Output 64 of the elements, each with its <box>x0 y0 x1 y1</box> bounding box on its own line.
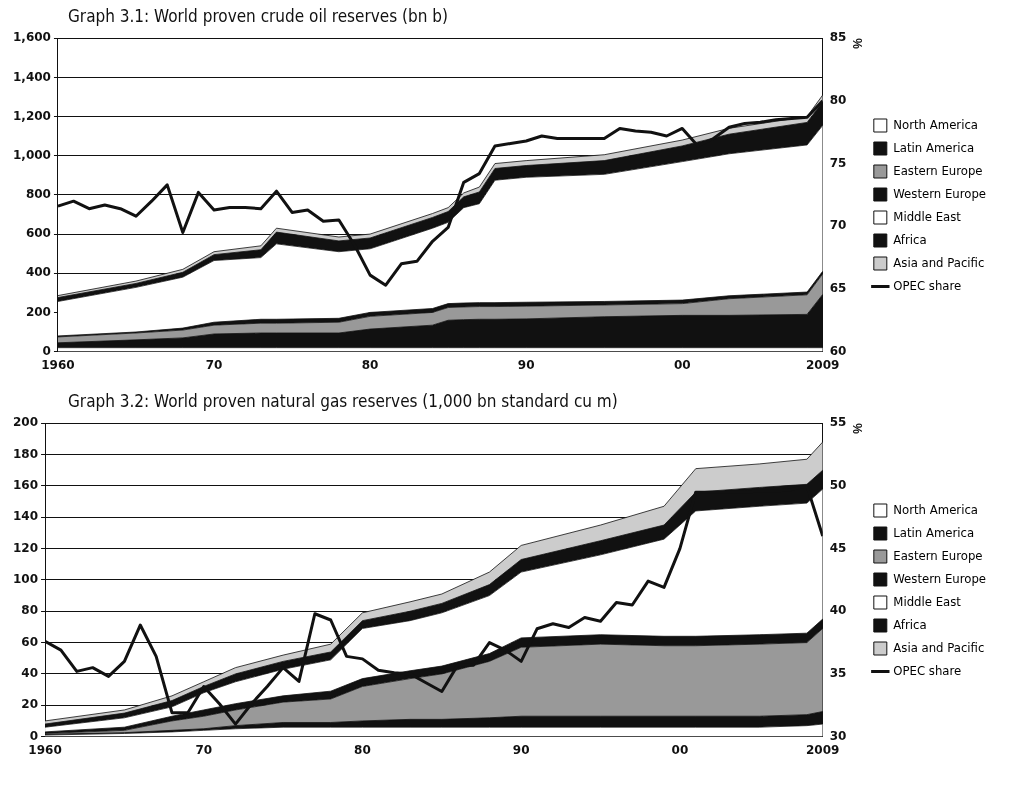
legend-label: North America <box>893 501 978 517</box>
y2-tick-label: 60 <box>829 343 847 358</box>
y2-tick-label: 55 <box>829 415 847 430</box>
y2-tick-label: 65 <box>829 281 847 296</box>
legend-label: Asia and Pacific <box>893 254 985 270</box>
chart-title: Graph 3.2: World proven natural gas reserves (1,000 bn standard cu m) <box>68 391 618 411</box>
legend-label: Eastern Europe <box>893 547 983 563</box>
y2-tick-label: 80 <box>829 93 847 107</box>
y-tick-label: 600 <box>25 226 51 241</box>
chart-title: Graph 3.1: World proven crude oil reserves (bn b) <box>68 6 448 26</box>
legend-label: Middle East <box>893 208 962 224</box>
y-tick-label: 140 <box>12 509 39 524</box>
y-tick-label: 100 <box>12 572 39 587</box>
legend-label: Asia and Pacific <box>893 639 985 655</box>
legend-label: Africa <box>893 616 927 632</box>
y-tick-label: 1,400 <box>12 69 51 84</box>
y-tick-label: 160 <box>12 478 39 493</box>
y2-tick-label: 30 <box>829 728 847 743</box>
y-tick-label: 0 <box>42 343 51 358</box>
y2-tick-label: 75 <box>829 155 847 170</box>
y2-tick-label: 70 <box>829 218 847 233</box>
y-tick-label: 20 <box>21 697 39 712</box>
x-tick-label: 2009 <box>806 742 840 757</box>
x-tick-label: 90 <box>517 357 535 372</box>
y-tick-label: 80 <box>21 603 39 618</box>
y2-tick-label: 35 <box>829 666 847 681</box>
y-tick-label: 0 <box>29 728 39 743</box>
legend-label: Middle East <box>893 593 962 609</box>
y-tick-label: 200 <box>12 415 39 430</box>
x-tick-label: 00 <box>673 357 691 372</box>
x-tick-label: 70 <box>205 357 223 372</box>
y-tick-label: 40 <box>21 666 39 681</box>
y2-axis-title: % <box>850 423 865 435</box>
x-tick-label: 1960 <box>41 357 75 372</box>
x-tick-label: 90 <box>512 742 530 757</box>
x-tick-label: 00 <box>671 742 689 757</box>
x-tick-label: 80 <box>361 357 379 372</box>
y-tick-label: 1,200 <box>12 108 51 123</box>
legend-label: Western Europe <box>893 570 987 586</box>
y2-tick-label: 50 <box>829 478 847 493</box>
y2-tick-label: 40 <box>829 603 847 618</box>
y-tick-label: 180 <box>12 446 39 461</box>
y2-tick-label: 85 <box>829 30 847 45</box>
legend-label: OPEC share <box>893 662 962 678</box>
y-tick-label: 60 <box>21 634 39 649</box>
y2-tick-label: 45 <box>829 540 847 555</box>
legend-label: OPEC share <box>893 277 962 293</box>
x-tick-label: 80 <box>354 742 371 757</box>
y-tick-label: 120 <box>12 540 39 555</box>
y-tick-label: 1,000 <box>12 147 51 162</box>
y2-axis-title: % <box>850 38 865 50</box>
legend-label: Latin America <box>893 139 975 155</box>
y-tick-label: 400 <box>25 265 51 280</box>
y-tick-label: 800 <box>25 187 51 202</box>
legend-label: Africa <box>893 231 927 247</box>
x-tick-label: 1960 <box>28 742 62 757</box>
y-tick-label: 200 <box>25 304 51 319</box>
x-tick-label: 2009 <box>806 357 840 372</box>
legend-label: North America <box>893 116 978 132</box>
y-tick-label: 1,600 <box>12 30 51 45</box>
legend-label: Latin America <box>893 524 975 540</box>
legend-label: Western Europe <box>893 185 987 201</box>
x-tick-label: 70 <box>195 742 213 757</box>
legend-label: Eastern Europe <box>893 162 983 178</box>
